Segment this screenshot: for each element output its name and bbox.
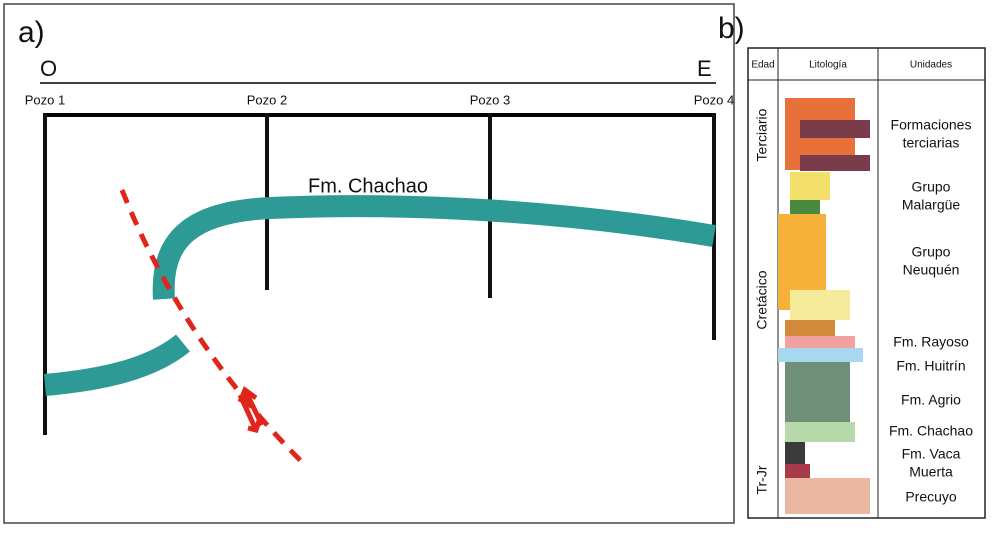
fault-arrows: [237, 386, 265, 433]
age-label: Tr-Jr: [754, 465, 770, 494]
unit-label: Malargüe: [902, 197, 961, 213]
lithology-column: [778, 98, 870, 514]
west-label: O: [40, 56, 57, 81]
unit-label: Grupo: [912, 244, 951, 260]
formation-band: [152, 195, 716, 300]
unit-label: Grupo: [912, 179, 951, 195]
unit-label: Fm. Vaca: [902, 446, 961, 462]
formation-label: Fm. Chachao: [308, 175, 428, 197]
wells: [43, 113, 716, 435]
fault: [119, 189, 304, 464]
well-label: Pozo 1: [25, 92, 65, 107]
column-header: Edad: [751, 60, 774, 71]
unit-label: Fm. Agrio: [901, 392, 961, 408]
panel-b-texts: Edad Litología Unidades Terciario Cretácico T…: [751, 60, 973, 505]
well-label: Pozo 2: [247, 92, 287, 107]
panel-label: b): [718, 12, 745, 45]
unit-label: Fm. Chachao: [889, 423, 973, 439]
age-label: Cretácico: [754, 270, 770, 329]
well-label: Pozo 3: [470, 92, 510, 107]
well-label: Pozo 4: [694, 92, 734, 107]
panel-a-frame: [3, 3, 735, 524]
panel-b-frame: [747, 47, 986, 519]
formation-band: [44, 334, 190, 396]
column-header: Unidades: [910, 60, 952, 71]
age-label: Terciario: [754, 108, 770, 161]
well-labels: Pozo 1 Pozo 2 Pozo 3 Pozo 4: [25, 92, 734, 107]
unit-label: Muerta: [909, 464, 953, 480]
unit-label: Precuyo: [905, 489, 957, 505]
panel-label: a): [18, 16, 45, 49]
unit-label: Fm. Huitrín: [896, 358, 965, 374]
unit-label: terciarias: [903, 135, 960, 151]
unit-label: Formaciones: [891, 117, 972, 133]
unit-label: Fm. Rayoso: [893, 334, 969, 350]
column-header: Litología: [809, 60, 847, 71]
east-label: E: [697, 56, 712, 81]
unit-label: Neuquén: [903, 262, 960, 278]
